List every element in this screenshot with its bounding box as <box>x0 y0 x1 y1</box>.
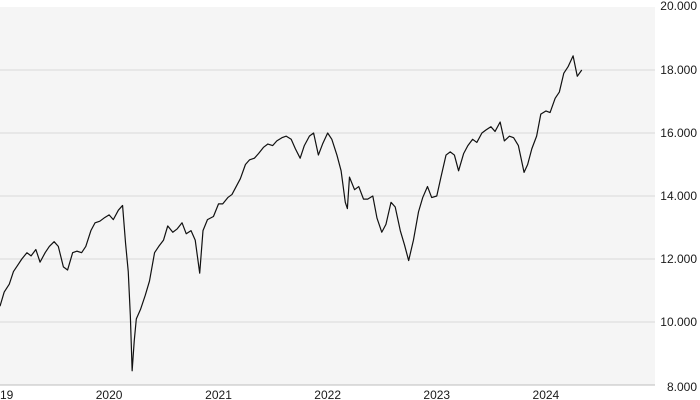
y-tick-label: 14.000 <box>660 189 697 203</box>
y-tick-label: 10.000 <box>660 315 697 329</box>
y-tick-label: 20.000 <box>660 0 697 13</box>
x-tick-label: 2022 <box>314 388 341 400</box>
series-line <box>0 55 583 372</box>
x-tick-label: 2023 <box>423 388 450 400</box>
y-tick-label: 18.000 <box>660 63 697 77</box>
x-tick-label: 2019 <box>0 388 14 400</box>
series-layer <box>0 55 583 372</box>
y-axis-ticks: 8.000 10.000 12.000 14.000 16.000 18.000 20.00… <box>660 0 697 394</box>
y-tick-label: 12.000 <box>660 252 697 266</box>
x-tick-label: 2021 <box>205 388 232 400</box>
x-tick-label: 2020 <box>96 388 123 400</box>
x-axis-ticks: 2019 2020 2021 2022 2023 2024 <box>0 388 560 400</box>
x-tick-label: 2024 <box>533 388 560 400</box>
y-tick-label: 16.000 <box>660 126 697 140</box>
y-tick-label: 8.000 <box>667 380 697 394</box>
